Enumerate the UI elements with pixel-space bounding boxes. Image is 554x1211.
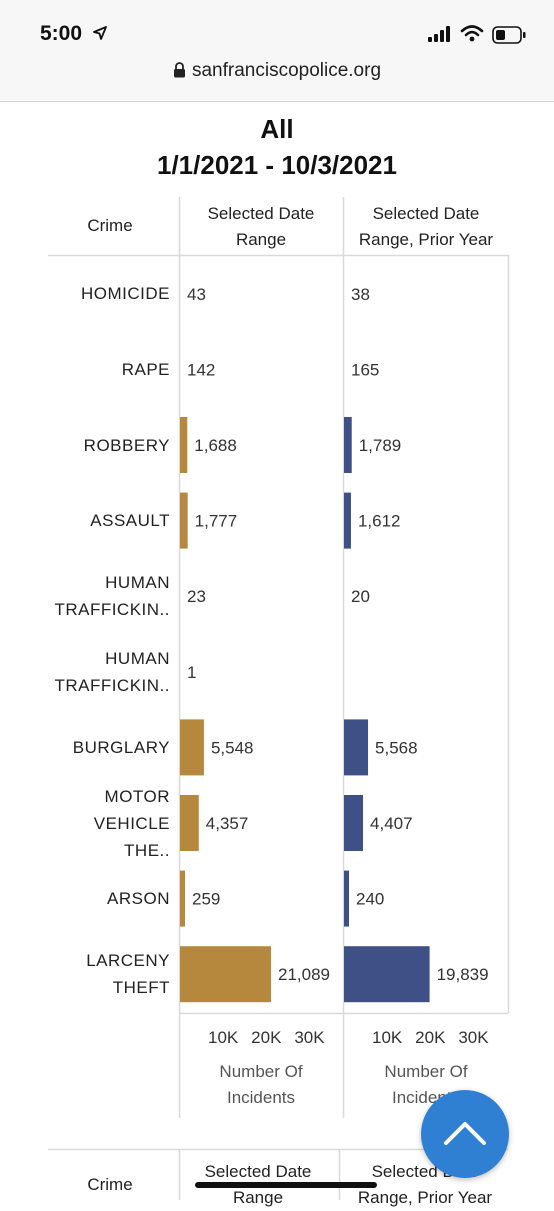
data-label: 1,688 (194, 436, 237, 455)
x-tick-label: 30K (294, 1028, 325, 1047)
bar-selected-range[interactable] (180, 795, 199, 851)
row-label-line: THE.. (124, 840, 170, 860)
date-range-title: 1/1/2021 - 10/3/2021 (157, 150, 397, 180)
bar-prior-year[interactable] (344, 870, 349, 927)
row-label-line: ASSAULT (90, 511, 170, 531)
bar-prior-year[interactable] (344, 417, 352, 473)
selected-header-line1: Selected Date (207, 204, 315, 223)
row-label: ARSON (40, 885, 170, 912)
row-label-line: BURGLARY (72, 737, 170, 757)
data-label: 19,839 (437, 965, 489, 984)
data-label: 5,548 (211, 738, 254, 757)
row-label-line: ROBBERY (83, 435, 170, 455)
home-indicator[interactable] (195, 1182, 377, 1188)
data-label: 43 (187, 285, 206, 304)
cellular-signal-icon (428, 26, 450, 42)
row-label: RAPE (40, 356, 170, 383)
row-label: HUMAN TRAFFICKIN.. (40, 569, 170, 623)
row-label-line: LARCENY (86, 951, 170, 971)
bar-prior-year[interactable] (344, 795, 364, 851)
x-tick-label: 10K (372, 1028, 403, 1047)
row-label-line: MOTOR (104, 786, 170, 806)
row-label: HUMAN TRAFFICKIN.. (40, 645, 170, 699)
data-label: 1,789 (359, 436, 402, 455)
prior-header-line2: Range, Prior Year (358, 230, 494, 249)
row-label-line: HUMAN (105, 573, 170, 593)
x-tick-label: 30K (458, 1028, 489, 1047)
data-label: 23 (187, 587, 206, 606)
lock-icon (173, 62, 185, 78)
row-label: HOMICIDE (40, 280, 170, 307)
data-label: 4,357 (206, 814, 249, 833)
bar-selected-range[interactable] (180, 417, 188, 473)
crime-column-header: Crime (60, 213, 160, 239)
x-tick-label: 20K (415, 1028, 446, 1047)
row-label: BURGLARY (40, 734, 170, 761)
data-label: 240 (356, 890, 384, 909)
bar-selected-range[interactable] (180, 946, 271, 1003)
data-label: 1,612 (358, 512, 401, 531)
address-bar[interactable]: sanfranciscopolice.org (0, 60, 554, 82)
axis-title-selected: Number Of Incidents (179, 1059, 343, 1111)
data-label: 5,568 (375, 738, 418, 757)
battery-icon (492, 26, 526, 44)
data-label: 4,407 (370, 814, 413, 833)
data-label: 259 (192, 890, 220, 909)
row-label-line: ARSON (107, 889, 170, 909)
axis-title-prior-line1: Number Of (384, 1062, 468, 1081)
bottom-selected-header-line2: Range (232, 1188, 284, 1207)
data-label: 21,089 (278, 965, 330, 984)
x-tick-label: 10K (208, 1028, 239, 1047)
data-label: 142 (187, 360, 215, 379)
bar-prior-year[interactable] (344, 946, 430, 1003)
prior-header-line1: Selected Date (372, 204, 480, 223)
bar-prior-year[interactable] (344, 492, 351, 549)
row-label-line: VEHICLE (93, 813, 170, 833)
wifi-icon (460, 25, 484, 42)
row-label-line: THEFT (112, 978, 170, 998)
data-label: 1 (187, 663, 196, 682)
bottom-selected-header-line1: Selected Date (204, 1162, 312, 1181)
row-label-line: TRAFFICKIN.. (54, 675, 170, 695)
row-label: MOTOR VEHICLE THE.. (40, 783, 170, 864)
report-title: All (260, 114, 294, 144)
selected-header-line2: Range (235, 230, 287, 249)
row-label-line: RAPE (121, 359, 170, 379)
row-label-line: HUMAN (105, 648, 170, 668)
bar-selected-range[interactable] (180, 719, 204, 776)
bottom-prior-header-line2: Range, Prior Year (357, 1188, 493, 1207)
axis-title-selected-line2: Incidents (226, 1088, 296, 1107)
row-label: ROBBERY (40, 432, 170, 459)
row-label: LARCENY THEFT (40, 947, 170, 1001)
status-time: 5:00 (40, 22, 83, 45)
bar-prior-year[interactable] (344, 719, 369, 776)
location-arrow-icon (93, 26, 107, 40)
prior-year-column-header: Selected Date Range, Prior Year (344, 201, 508, 253)
url-text: sanfranciscopolice.org (191, 60, 382, 81)
row-label-line: HOMICIDE (81, 284, 170, 304)
data-label: 165 (351, 360, 379, 379)
bottom-crime-header: Crime (87, 1175, 133, 1194)
axis-title-selected-line1: Number Of (219, 1062, 303, 1081)
chevron-up-icon (444, 1122, 486, 1145)
selected-range-column-header: Selected Date Range (179, 201, 343, 253)
crime-header-text: Crime (87, 216, 133, 235)
data-label: 38 (351, 285, 370, 304)
data-label: 1,777 (195, 512, 238, 531)
row-label: ASSAULT (40, 507, 170, 534)
bar-selected-range[interactable] (180, 870, 185, 927)
row-label-line: TRAFFICKIN.. (54, 600, 170, 620)
data-label: 20 (351, 587, 370, 606)
bar-selected-range[interactable] (180, 492, 188, 549)
scroll-to-top-button[interactable] (421, 1090, 509, 1178)
x-tick-label: 20K (251, 1028, 282, 1047)
browser-chrome: 5:00 sanfranciscopolice.org (0, 0, 554, 102)
